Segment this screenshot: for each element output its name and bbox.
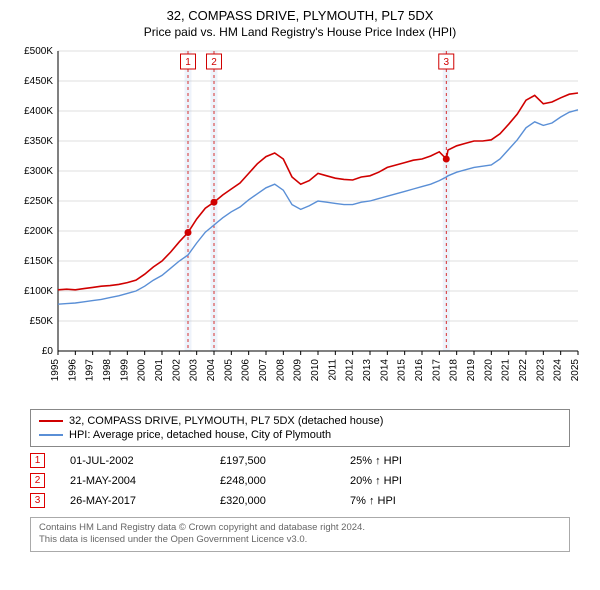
svg-text:£350K: £350K: [24, 136, 53, 147]
svg-text:2021: 2021: [501, 359, 512, 382]
svg-text:2001: 2001: [154, 359, 165, 382]
svg-text:2004: 2004: [206, 359, 217, 382]
sale-price: £197,500: [220, 455, 350, 467]
svg-text:2025: 2025: [570, 359, 581, 382]
sales-table: 1 01-JUL-2002 £197,500 25% ↑ HPI 2 21-MA…: [30, 451, 570, 511]
svg-text:£250K: £250K: [24, 196, 53, 207]
svg-text:2: 2: [211, 57, 217, 68]
svg-text:£500K: £500K: [24, 46, 53, 57]
svg-text:1998: 1998: [102, 359, 113, 382]
attrib-line: This data is licensed under the Open Gov…: [39, 534, 561, 546]
svg-text:3: 3: [443, 57, 449, 68]
sale-row: 2 21-MAY-2004 £248,000 20% ↑ HPI: [30, 471, 570, 491]
svg-text:£400K: £400K: [24, 106, 53, 117]
chart-titles: 32, COMPASS DRIVE, PLYMOUTH, PL7 5DX Pri…: [0, 0, 600, 43]
svg-text:2002: 2002: [171, 359, 182, 382]
svg-text:2023: 2023: [535, 359, 546, 382]
legend: 32, COMPASS DRIVE, PLYMOUTH, PL7 5DX (de…: [30, 409, 570, 447]
legend-swatch: [39, 434, 63, 436]
sale-price: £320,000: [220, 495, 350, 507]
sale-delta: 20% ↑ HPI: [350, 475, 470, 487]
sale-price: £248,000: [220, 475, 350, 487]
legend-label: HPI: Average price, detached house, City…: [69, 429, 331, 441]
sale-row: 1 01-JUL-2002 £197,500 25% ↑ HPI: [30, 451, 570, 471]
svg-text:£300K: £300K: [24, 166, 53, 177]
sale-delta: 7% ↑ HPI: [350, 495, 470, 507]
sale-marker: 1: [30, 453, 45, 468]
sale-row: 3 26-MAY-2017 £320,000 7% ↑ HPI: [30, 491, 570, 511]
svg-text:1996: 1996: [67, 359, 78, 382]
svg-text:1997: 1997: [85, 359, 96, 382]
svg-text:2016: 2016: [414, 359, 425, 382]
legend-row: 32, COMPASS DRIVE, PLYMOUTH, PL7 5DX (de…: [39, 414, 561, 428]
svg-text:2011: 2011: [327, 359, 338, 381]
svg-text:2008: 2008: [275, 359, 286, 382]
svg-text:£0: £0: [42, 346, 54, 357]
svg-text:1999: 1999: [119, 359, 130, 382]
legend-label: 32, COMPASS DRIVE, PLYMOUTH, PL7 5DX (de…: [69, 415, 383, 427]
chart-area: £0 £50K £100K £150K £200K £250K £300K £350K £400…: [10, 43, 590, 403]
svg-text:2019: 2019: [466, 359, 477, 382]
svg-text:2000: 2000: [137, 359, 148, 382]
svg-text:2005: 2005: [223, 359, 234, 382]
svg-text:2024: 2024: [553, 359, 564, 382]
attrib-line: Contains HM Land Registry data © Crown c…: [39, 522, 561, 534]
svg-text:2006: 2006: [241, 359, 252, 382]
legend-row: HPI: Average price, detached house, City…: [39, 428, 561, 442]
svg-text:2013: 2013: [362, 359, 373, 382]
sale-marker: 2: [30, 473, 45, 488]
svg-text:2007: 2007: [258, 359, 269, 382]
title-subtitle: Price paid vs. HM Land Registry's House …: [0, 25, 600, 39]
sale-date: 01-JUL-2002: [70, 455, 220, 467]
sale-marker: 3: [30, 493, 45, 508]
svg-text:1: 1: [185, 57, 191, 68]
attribution: Contains HM Land Registry data © Crown c…: [30, 517, 570, 552]
svg-text:£200K: £200K: [24, 226, 53, 237]
svg-text:2017: 2017: [431, 359, 442, 382]
svg-text:2020: 2020: [483, 359, 494, 382]
svg-text:£50K: £50K: [30, 316, 54, 327]
svg-text:£150K: £150K: [24, 256, 53, 267]
svg-text:2003: 2003: [189, 359, 200, 382]
svg-text:2022: 2022: [518, 359, 529, 382]
svg-text:2010: 2010: [310, 359, 321, 382]
svg-text:£100K: £100K: [24, 286, 53, 297]
sale-delta: 25% ↑ HPI: [350, 455, 470, 467]
svg-text:1995: 1995: [50, 359, 61, 382]
svg-text:2012: 2012: [345, 359, 356, 382]
title-address: 32, COMPASS DRIVE, PLYMOUTH, PL7 5DX: [0, 8, 600, 23]
legend-swatch: [39, 420, 63, 422]
sale-date: 26-MAY-2017: [70, 495, 220, 507]
chart-svg: £0 £50K £100K £150K £200K £250K £300K £350K £400…: [10, 43, 590, 403]
sale-date: 21-MAY-2004: [70, 475, 220, 487]
svg-text:2014: 2014: [379, 359, 390, 382]
svg-text:2018: 2018: [449, 359, 460, 382]
svg-text:2015: 2015: [397, 359, 408, 382]
svg-text:2009: 2009: [293, 359, 304, 382]
svg-text:£450K: £450K: [24, 76, 53, 87]
